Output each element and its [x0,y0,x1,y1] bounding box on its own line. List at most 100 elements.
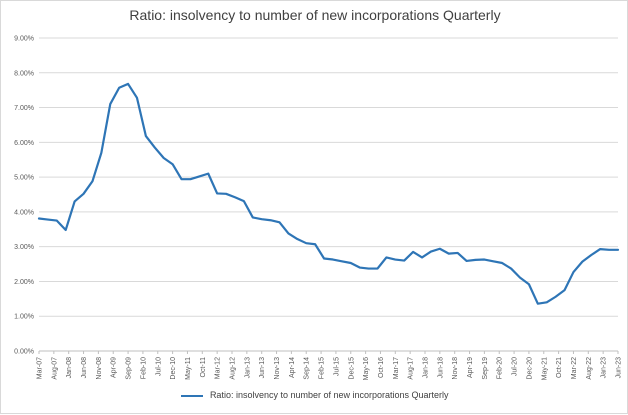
data-point [581,260,583,262]
x-tick-label: Mar-17 [393,357,400,379]
x-tick-label: Jun-13 [259,357,266,379]
data-point [154,146,156,148]
x-tick-label: Nov-18 [452,357,459,380]
x-tick-label: Nov-13 [274,357,281,380]
y-tick-label: 5.00% [14,175,34,182]
x-tick-label: Aug-22 [586,357,593,380]
x-tick-label: May-21 [541,357,548,380]
data-point [483,258,485,260]
data-point [385,256,387,258]
data-point [171,163,173,165]
data-point [510,267,512,269]
y-tick-label: 7.00% [14,105,34,112]
data-point [323,257,325,259]
x-tick-label: Feb-15 [319,357,326,379]
series-line [37,82,620,305]
x-tick-label: Jan-08 [66,357,73,379]
data-point [47,218,49,220]
x-tick-label: Jun-18 [437,357,444,379]
data-point [421,256,423,258]
data-point [82,193,84,195]
x-tick-label: Aug-12 [230,357,237,380]
data-point [207,172,209,174]
y-tick-label: 9.00% [14,36,34,43]
data-point [439,248,441,250]
x-tick-label: Jul-15 [333,357,340,376]
x-tick-label: Jul-10 [155,357,162,376]
data-point [448,252,450,254]
data-point [163,157,165,159]
data-point [243,200,245,202]
data-point [216,192,218,194]
x-tick-label: Jun-23 [616,357,623,379]
x-tick-label: May-11 [185,357,192,380]
data-point [332,258,334,260]
data-point [278,221,280,223]
data-point [617,249,619,251]
data-point [314,243,316,245]
data-point [225,193,227,195]
data-point [127,83,129,85]
data-point [341,260,343,262]
y-tick-label: 4.00% [14,209,34,216]
data-point [100,152,102,154]
data-point [73,200,75,202]
x-tick-label: Aug-07 [51,357,58,380]
x-tick-label: Jan-13 [244,357,251,379]
x-tick-label: May-16 [363,357,370,380]
data-point [296,238,298,240]
data-point [91,180,93,182]
x-tick-label: Apr-09 [111,357,118,378]
legend-swatch [181,394,204,397]
data-point [465,260,467,262]
data-point [608,249,610,251]
y-tick-label: 8.00% [14,70,34,77]
data-point [412,251,414,253]
x-tick-label: Dec-20 [526,357,533,380]
data-point [456,252,458,254]
x-tick-label: Feb-10 [140,357,147,379]
y-tick-label: 3.00% [14,244,34,251]
data-point [403,259,405,261]
data-point [546,301,548,303]
y-tick-label: 2.00% [14,279,34,286]
x-tick-label: Mar-12 [215,357,222,379]
data-point [234,196,236,198]
data-point [563,289,565,291]
x-tick-label: Nov-08 [96,357,103,380]
data-point [287,232,289,234]
data-point [430,250,432,252]
data-point [590,254,592,256]
x-tick-label: Mar-07 [37,357,44,379]
data-point [492,260,494,262]
data-point [350,262,352,264]
data-point [474,259,476,261]
data-point [537,303,539,305]
x-tick-label: Jun-08 [81,357,88,379]
y-tick-label: 0.00% [14,349,34,356]
data-point [65,229,67,231]
data-point [180,178,182,180]
x-tick-label: Oct-11 [200,357,207,378]
x-tick-label: Jul-20 [512,357,519,376]
data-point [198,175,200,177]
x-tick-label: Oct-16 [378,357,385,378]
data-point [38,217,40,219]
data-point [269,219,271,221]
chart-title: Ratio: insolvency to number of new incor… [129,7,501,23]
data-point [519,276,521,278]
x-tick-label: Apr-14 [289,357,296,378]
y-tick-label: 1.00% [14,314,34,321]
data-point [599,248,601,250]
x-tick-label: Aug-17 [408,357,415,380]
x-tick-label: Mar-22 [571,357,578,379]
x-tick-label: Jan-18 [423,357,430,379]
data-point [376,267,378,269]
data-point [109,103,111,105]
data-point [528,283,530,285]
data-point [118,87,120,89]
x-tick-label: Dec-10 [170,357,177,380]
data-point [56,219,58,221]
